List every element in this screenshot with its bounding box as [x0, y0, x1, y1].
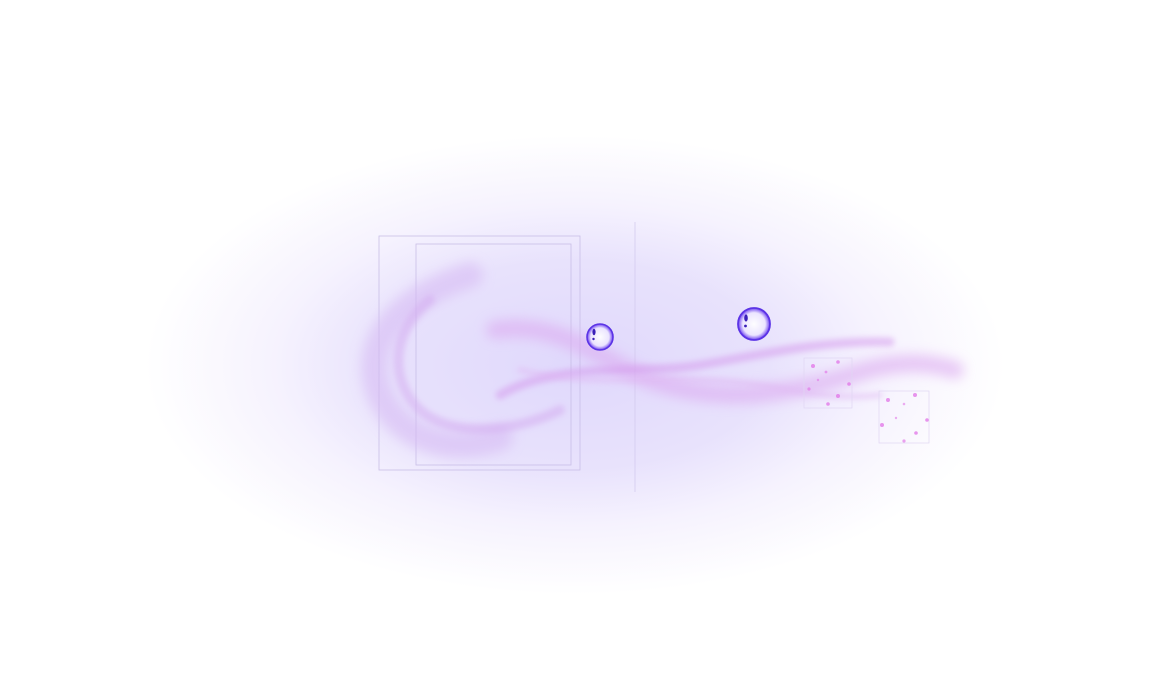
bubble-small	[586, 323, 614, 351]
smoke-ribbon	[361, 262, 964, 458]
inner-frame	[415, 243, 572, 466]
bubble-large	[737, 307, 771, 341]
particle-cluster-1	[803, 357, 853, 409]
particle-cluster-2	[878, 390, 930, 444]
